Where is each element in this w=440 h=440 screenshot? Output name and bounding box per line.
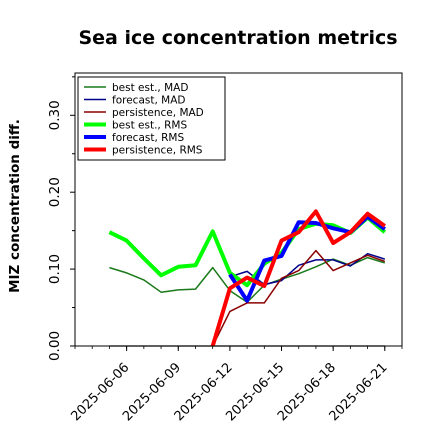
legend-entry: persistence, MAD — [112, 107, 204, 119]
series-line-persistence-rms — [210, 209, 386, 347]
y-tick-label: 0.30 — [47, 100, 63, 130]
y-tick-label: 0.00 — [47, 331, 63, 361]
plot-frame — [74, 72, 403, 347]
legend-entry: persistence, RMS — [112, 145, 203, 157]
legend-box — [77, 76, 226, 161]
legend-entry: forecast, RMS — [112, 132, 184, 144]
legend-entry: best est., RMS — [112, 120, 187, 132]
legend-entry: forecast, MAD — [112, 95, 185, 107]
series-line-persistence-mad — [212, 249, 386, 347]
y-tick-label: 0.20 — [47, 177, 63, 207]
legend-entry: best est., MAD — [112, 82, 188, 94]
chart-title: Sea ice concentration metrics — [78, 27, 397, 49]
y-axis-label: MIZ concentration diff. — [7, 119, 23, 293]
series-line-best-est-rms — [108, 215, 387, 288]
y-tick-label: 0.10 — [47, 254, 63, 284]
